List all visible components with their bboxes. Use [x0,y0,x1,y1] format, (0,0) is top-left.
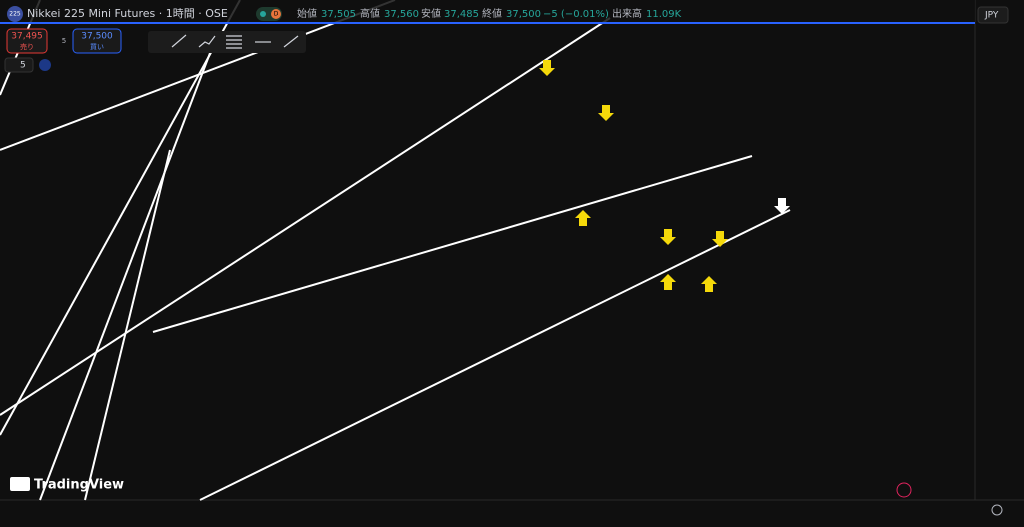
trend-line [0,0,241,436]
flag-text: D [274,11,279,18]
label: 終値 [482,7,502,20]
badge-text: 225 [9,11,21,18]
indicator-count: 5 [20,61,26,71]
toolbar-icons [171,34,299,49]
value: 37,500 [506,9,541,20]
currency: JPY [984,11,999,21]
indicator-dot[interactable] [39,59,51,71]
value: 37,485 [444,9,479,20]
buy-label: 買い [90,43,104,51]
tool-icon[interactable] [283,35,299,48]
trend-line [199,209,791,501]
arrow-down [660,229,676,245]
alert-icon[interactable] [896,482,912,498]
value: 37,505 [321,9,356,20]
brand-logo [10,477,30,491]
label: 安値 [421,7,441,20]
status-dot [260,11,266,17]
markers [539,60,790,292]
value: 37,560 [384,9,419,20]
trend-line [0,17,611,416]
arrow-up [575,210,591,226]
drawing-toolbar [148,31,306,53]
trend-line [152,155,753,333]
trend-line [39,39,216,501]
buy-price: 37,500 [81,32,113,42]
buy-button[interactable] [72,28,122,54]
indicator-toggle[interactable] [4,57,34,73]
arrow-up [701,276,717,292]
symbol-badge [7,6,23,22]
arrow-up [660,274,676,290]
flag [271,9,281,19]
ohlc: 始値 37,505 高値 37,560 安値 37,485 終値 37,500 … [297,7,682,20]
arrow-down [774,198,790,214]
arrow-down [539,60,555,76]
tool-icon[interactable] [171,34,187,48]
symbol-title[interactable]: Nikkei 225 Mini Futures · 1時間 · OSE [27,7,228,20]
brand: TradingView [34,478,124,493]
header-bar [0,0,975,22]
arrow-down [598,105,614,121]
label: 出来高 [612,7,642,20]
sell-price: 37,495 [11,32,43,42]
arrow-down [712,231,728,247]
tool-icon[interactable] [198,35,216,48]
settings-icon[interactable] [991,504,1003,516]
sell-label: 売り [20,42,34,51]
label: 始値 [297,7,317,20]
trend-lines [0,0,791,501]
change: −5 (−0.01%) [543,9,609,20]
spread: 5 [62,37,66,45]
trend-line [84,149,171,501]
currency-button[interactable] [977,6,1009,24]
label: 高値 [360,7,380,20]
value: 11.09K [646,9,682,20]
sell-button[interactable] [6,28,48,54]
tool-icon[interactable] [226,35,242,49]
